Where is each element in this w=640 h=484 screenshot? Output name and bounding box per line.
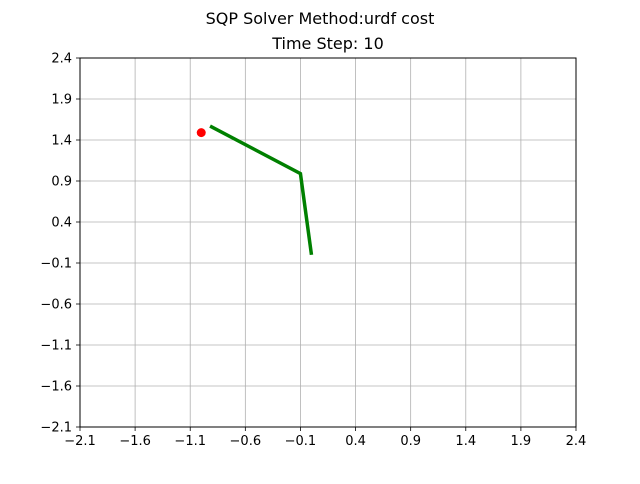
y-tick-label: 0.4 [51,216,72,231]
tick-layer: −2.1 −1.6 −1.1 −0.6 −0.1 0.4 0.9 1.4 1.9 2.4 −2.1 −… [40,52,586,450]
x-tick-label: −1.1 [174,434,206,449]
y-tick-label: 1.4 [51,134,72,149]
chart-subtitle: Time Step: 10 [271,34,384,53]
x-tick-label: 0.9 [400,434,421,449]
arm-link-line [209,124,314,256]
x-tick-label: 1.9 [511,434,532,449]
y-tick-label: −1.6 [40,380,72,395]
y-tick-label: −2.1 [40,421,72,436]
x-tick-label: 0.4 [345,434,366,449]
x-tick-label: −0.1 [285,434,317,449]
y-tick-label: −0.6 [40,298,72,313]
plot-frame [79,57,577,428]
x-tick-label: −1.6 [119,434,151,449]
x-tick-label: 1.4 [455,434,476,449]
chart-title: SQP Solver Method:urdf cost [206,9,435,28]
y-tick-label: −1.1 [40,339,72,354]
y-tick-label: 2.4 [51,52,72,67]
x-tick-label: −2.1 [64,434,96,449]
x-tick-label: −0.6 [230,434,262,449]
grid-layer [79,57,577,428]
x-tick-label: 2.4 [566,434,587,449]
target-point [196,128,206,138]
data-layer [196,124,314,256]
y-tick-label: 0.9 [51,175,72,190]
y-tick-label: 1.9 [51,93,72,108]
y-tick-label: −0.1 [40,257,72,272]
